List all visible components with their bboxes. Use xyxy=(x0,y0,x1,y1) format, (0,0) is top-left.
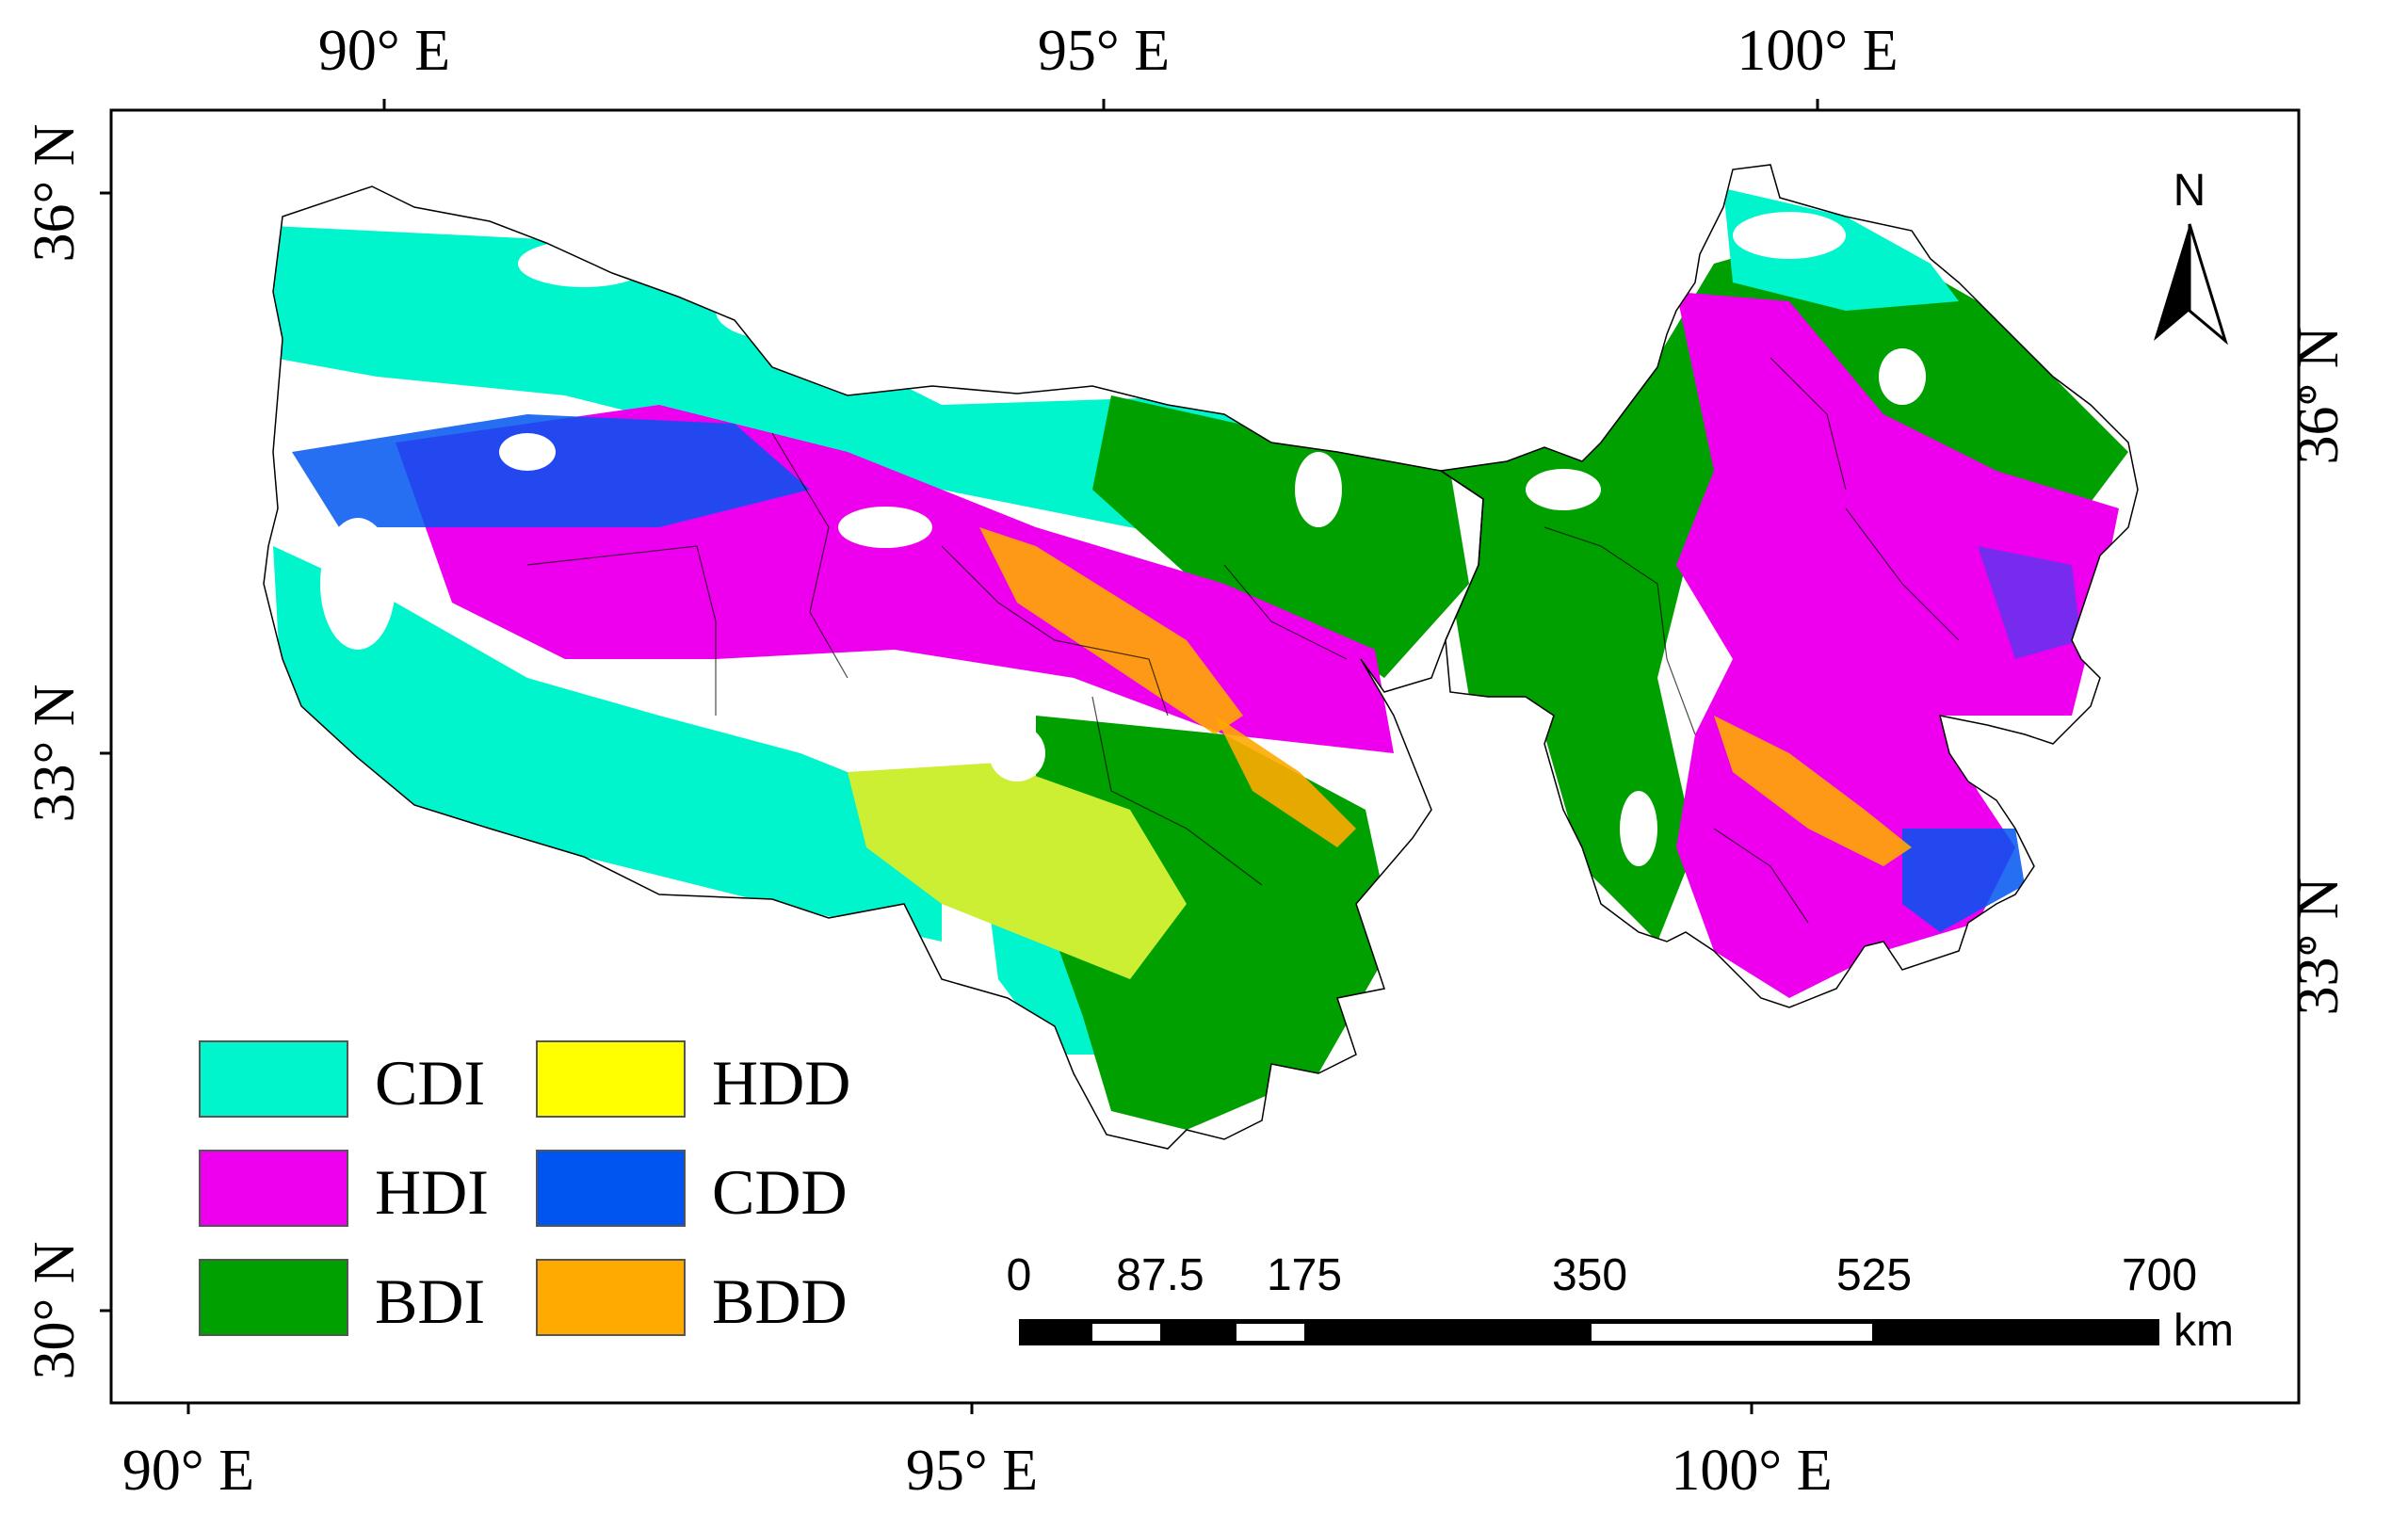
legend-swatch-bdd xyxy=(536,1259,686,1336)
scale-tick-175: 175 xyxy=(1267,1250,1342,1300)
legend-item-bdi: BDI xyxy=(199,1259,485,1337)
county-boundaries xyxy=(526,357,1960,924)
left-label-36n: 36° N xyxy=(23,123,87,262)
legend-swatch-bdi xyxy=(199,1259,348,1336)
scale-bar: 0 87.5 175 350 525 700 km xyxy=(1007,1250,2234,1356)
legend-label-bdi: BDI xyxy=(375,1265,485,1337)
right-label-33n: 33° N xyxy=(2287,877,2351,1015)
scale-tick-87-5: 87.5 xyxy=(1116,1250,1204,1300)
bottom-axis-labels: 90° E 95° E 100° E xyxy=(122,1439,1833,1503)
right-axis-labels: 36° N 33° N xyxy=(2287,326,2351,1015)
legend-item-cdd: CDD xyxy=(536,1150,848,1228)
top-label-95e: 95° E xyxy=(1038,19,1170,83)
top-label-90e: 90° E xyxy=(318,19,450,83)
left-label-30n: 30° N xyxy=(23,1241,87,1379)
legend-swatch-hdd xyxy=(536,1040,686,1118)
bottom-label-100e: 100° E xyxy=(1671,1439,1832,1503)
right-label-36n: 36° N xyxy=(2287,326,2351,464)
scale-tick-700: 700 xyxy=(2122,1250,2197,1300)
legend-swatch-cdd xyxy=(536,1150,686,1227)
legend: CDI HDI BDI HDD CDD BDD xyxy=(199,1040,850,1337)
legend-label-bdd: BDD xyxy=(712,1265,848,1337)
bottom-label-95e: 95° E xyxy=(906,1439,1038,1503)
legend-label-cdd: CDD xyxy=(712,1156,848,1228)
scale-bar-base xyxy=(1019,1319,2159,1345)
legend-label-hdi: HDI xyxy=(375,1156,489,1228)
graticule-ticks xyxy=(100,99,2310,1414)
top-axis-labels: 90° E 95° E 100° E xyxy=(318,19,1899,83)
north-arrow-label: N xyxy=(2174,166,2206,216)
legend-item-bdd: BDD xyxy=(536,1259,848,1337)
bottom-label-90e: 90° E xyxy=(122,1439,254,1503)
scale-tick-350: 350 xyxy=(1552,1250,1627,1300)
legend-label-hdd: HDD xyxy=(712,1047,850,1119)
scale-tick-525: 525 xyxy=(1836,1250,1912,1300)
left-axis-labels: 36° N 33° N 30° N xyxy=(23,123,87,1379)
top-label-100e: 100° E xyxy=(1737,19,1898,83)
north-arrow-icon xyxy=(2154,224,2190,341)
left-label-33n: 33° N xyxy=(23,684,87,822)
legend-item-hdi: HDI xyxy=(199,1150,489,1228)
scale-tick-0: 0 xyxy=(1007,1250,1032,1300)
north-arrow: N xyxy=(2154,166,2228,346)
scale-unit: km xyxy=(2174,1306,2234,1356)
legend-swatch-cdi xyxy=(199,1040,348,1118)
legend-item-cdi: CDI xyxy=(199,1040,485,1119)
legend-item-hdd: HDD xyxy=(536,1040,850,1119)
legend-swatch-hdi xyxy=(199,1150,348,1227)
legend-label-cdi: CDI xyxy=(375,1047,485,1119)
